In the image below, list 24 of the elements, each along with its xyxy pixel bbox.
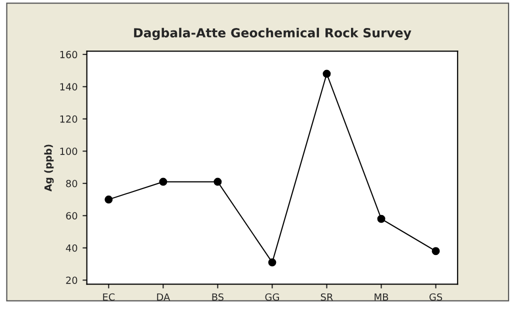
y-tick-label: 80 <box>66 180 78 188</box>
y-axis-title: Ag (ppb) <box>44 144 54 192</box>
y-tick-label: 120 <box>60 115 78 123</box>
point <box>432 247 440 256</box>
y-tick-label: 140 <box>60 83 78 90</box>
y-tick-label: 60 <box>66 212 78 220</box>
x-tick-label: DA <box>157 293 170 301</box>
y-tick-label: 160 <box>60 50 78 58</box>
y-tick-label: 40 <box>66 244 78 252</box>
point <box>322 70 331 78</box>
point <box>214 178 222 186</box>
x-tick-label: GG <box>265 293 279 301</box>
point <box>268 258 276 266</box>
chart-title: Dagbala-Atte Geochemical Rock Survey <box>134 28 412 40</box>
y-tick-label: 20 <box>66 276 78 284</box>
y-tick-label: 100 <box>60 148 78 155</box>
x-tick-label: BS <box>212 293 224 301</box>
x-tick-label: GS <box>429 293 442 301</box>
point <box>104 196 113 204</box>
point <box>377 214 386 223</box>
x-tick-label: SR <box>320 293 333 301</box>
point <box>159 178 168 186</box>
x-tick-label: EC <box>103 293 115 301</box>
x-tick-label: MB <box>374 293 388 301</box>
